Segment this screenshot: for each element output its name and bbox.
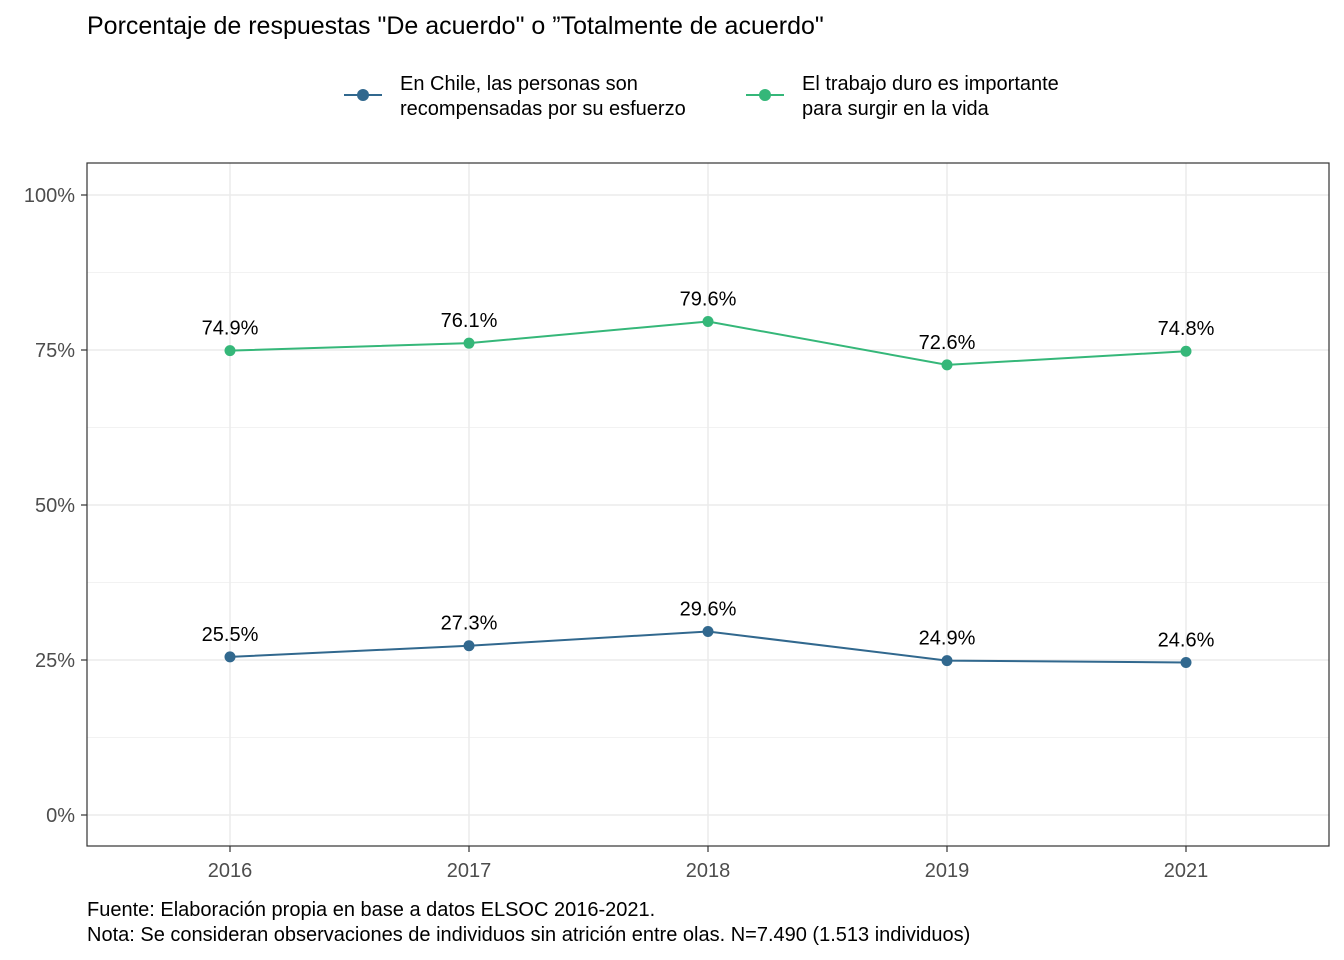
data-label: 24.9% bbox=[919, 628, 976, 650]
data-label: 24.6% bbox=[1158, 629, 1215, 651]
data-label: 72.6% bbox=[919, 332, 976, 354]
data-point bbox=[941, 359, 953, 371]
data-point bbox=[702, 625, 714, 637]
legend-key-trabajo-duro bbox=[742, 72, 788, 118]
y-tick-label: 0% bbox=[46, 805, 75, 827]
x-tick-label: 2017 bbox=[447, 860, 492, 882]
legend-key-recompensadas bbox=[340, 72, 386, 118]
data-point bbox=[941, 655, 953, 667]
legend-label-trabajo-duro-line-1: El trabajo duro es importante bbox=[802, 73, 1059, 95]
data-point bbox=[224, 651, 236, 663]
legend-label-recompensadas-line-2: recompensadas por su esfuerzo bbox=[400, 98, 686, 120]
data-point bbox=[1180, 345, 1192, 357]
chart-caption: Fuente: Elaboración propia en base a dat… bbox=[87, 898, 970, 948]
data-label: 29.6% bbox=[680, 598, 737, 620]
data-label: 27.3% bbox=[441, 613, 498, 635]
x-tick-label: 2016 bbox=[208, 860, 253, 882]
plot-area: 0% 25% 50% 75% 100% 2016 2017 2018 2019 2021 25.5%… bbox=[24, 162, 1330, 882]
y-tick-label: 50% bbox=[35, 495, 75, 517]
legend-label-recompensadas-line-1: En Chile, las personas son bbox=[400, 73, 638, 95]
legend-dot-recompensadas bbox=[357, 89, 369, 101]
caption-source: Fuente: Elaboración propia en base a dat… bbox=[87, 899, 656, 921]
legend-item-recompensadas: En Chile, las personas son recompensadas… bbox=[340, 72, 740, 122]
legend-label-trabajo-duro: El trabajo duro es importante para surgi… bbox=[802, 72, 1142, 122]
data-point bbox=[1180, 656, 1192, 668]
legend-dot-trabajo-duro bbox=[759, 89, 771, 101]
chart-title: Porcentaje de respuestas "De acuerdo" o … bbox=[87, 12, 824, 40]
legend-label-recompensadas: En Chile, las personas son recompensadas… bbox=[400, 72, 740, 122]
y-tick-label: 100% bbox=[24, 185, 75, 207]
y-tick-label: 25% bbox=[35, 650, 75, 672]
x-tick-label: 2021 bbox=[1164, 860, 1209, 882]
data-label: 74.8% bbox=[1158, 318, 1215, 340]
x-tick-label: 2018 bbox=[686, 860, 731, 882]
data-label: 74.9% bbox=[202, 318, 259, 340]
data-label: 76.1% bbox=[441, 310, 498, 332]
data-point bbox=[463, 337, 475, 349]
data-label: 25.5% bbox=[202, 624, 259, 646]
data-point bbox=[463, 640, 475, 652]
y-tick-label: 75% bbox=[35, 340, 75, 362]
legend-label-trabajo-duro-line-2: para surgir en la vida bbox=[802, 98, 989, 120]
caption-note: Nota: Se consideran observaciones de ind… bbox=[87, 924, 971, 946]
legend-item-trabajo-duro: El trabajo duro es importante para surgi… bbox=[742, 72, 1142, 122]
x-tick-label: 2019 bbox=[925, 860, 970, 882]
data-point bbox=[702, 315, 714, 327]
data-label: 79.6% bbox=[680, 288, 737, 310]
data-point bbox=[224, 345, 236, 357]
